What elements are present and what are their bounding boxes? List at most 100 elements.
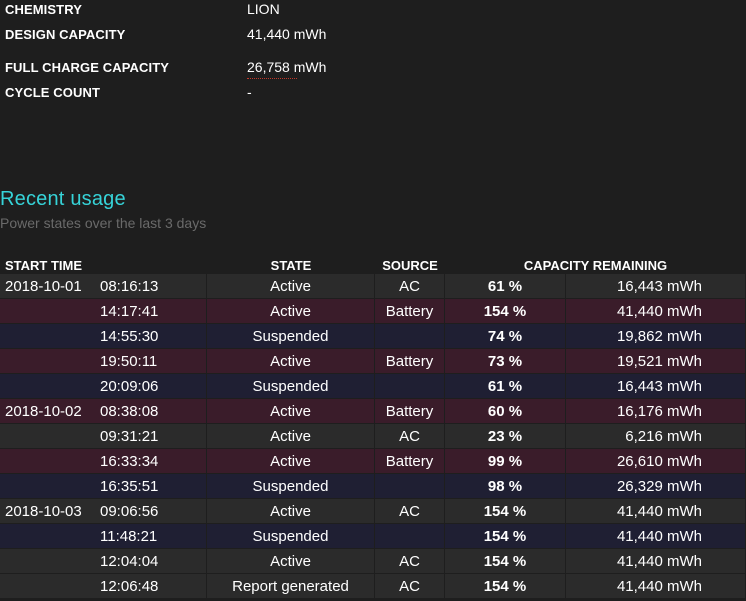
- table-row: 11:48:21 Suspended 154 % 41,440 mWh: [0, 524, 746, 549]
- cell-capacity-mwh: 16,443 mWh: [566, 274, 746, 299]
- cell-capacity-mwh: 19,862 mWh: [566, 324, 746, 349]
- table-row: 09:31:21 Active AC 23 % 6,216 mWh: [0, 424, 746, 449]
- table-row: 14:55:30 Suspended 74 % 19,862 mWh: [0, 324, 746, 349]
- table-row: 19:50:11 Active Battery 73 % 19,521 mWh: [0, 349, 746, 374]
- cell-start-time: 19:50:11: [0, 349, 207, 374]
- cell-capacity-percent: 61 %: [445, 274, 566, 299]
- start-time: 16:35:51: [100, 477, 159, 495]
- table-row: 16:33:34 Active Battery 99 % 26,610 mWh: [0, 449, 746, 474]
- start-time: 12:04:04: [100, 552, 159, 570]
- cell-capacity-percent: 154 %: [445, 549, 566, 574]
- cell-capacity-percent: 154 %: [445, 299, 566, 324]
- cell-capacity-percent: 23 %: [445, 424, 566, 449]
- info-row-full-charge-capacity: FULL CHARGE CAPACITY 26,758 mWh: [0, 58, 746, 79]
- column-header-source: SOURCE: [382, 258, 438, 273]
- start-time: 09:06:56: [100, 502, 159, 520]
- cell-source: [375, 474, 445, 499]
- info-label: CYCLE COUNT: [5, 85, 100, 100]
- cell-state: Active: [207, 399, 375, 424]
- cell-source: AC: [375, 274, 445, 299]
- cell-capacity-percent: 154 %: [445, 574, 566, 599]
- start-time: 14:17:41: [100, 302, 159, 320]
- cell-capacity-percent: 154 %: [445, 499, 566, 524]
- cell-capacity-mwh: 19,521 mWh: [566, 349, 746, 374]
- cell-source: AC: [375, 499, 445, 524]
- cell-capacity-mwh: 41,440 mWh: [566, 524, 746, 549]
- cell-source: Battery: [375, 449, 445, 474]
- table-row: 12:06:48 Report generated AC 154 % 41,440 mW…: [0, 574, 746, 599]
- cell-capacity-percent: 61 %: [445, 374, 566, 399]
- cell-start-time: 2018-10-02 08:38:08: [0, 399, 207, 424]
- section-title: Recent usage: [0, 188, 126, 210]
- start-time: 19:50:11: [100, 352, 158, 370]
- cell-source: AC: [375, 574, 445, 599]
- cell-start-time: 12:04:04: [0, 549, 207, 574]
- start-date: 2018-10-01: [5, 277, 82, 295]
- cell-capacity-percent: 73 %: [445, 349, 566, 374]
- info-label: CHEMISTRY: [5, 2, 82, 17]
- start-date: 2018-10-02: [5, 402, 82, 420]
- cell-capacity-mwh: 41,440 mWh: [566, 499, 746, 524]
- table-row: 2018-10-01 08:16:13 Active AC 61 % 16,443 mWh: [0, 274, 746, 299]
- cell-start-time: 16:33:34: [0, 449, 207, 474]
- cell-capacity-mwh: 16,443 mWh: [566, 374, 746, 399]
- cell-start-time: 12:06:48: [0, 574, 207, 599]
- cell-start-time: 20:09:06: [0, 374, 207, 399]
- column-header-state: STATE: [270, 258, 312, 273]
- cell-state: Active: [207, 349, 375, 374]
- info-row-cycle-count: CYCLE COUNT -: [0, 83, 746, 103]
- table-row: 14:17:41 Active Battery 154 % 41,440 mWh: [0, 299, 746, 324]
- start-time: 16:33:34: [100, 452, 159, 470]
- cell-capacity-percent: 154 %: [445, 524, 566, 549]
- cell-capacity-percent: 99 %: [445, 449, 566, 474]
- cell-capacity-mwh: 41,440 mWh: [566, 549, 746, 574]
- cell-capacity-mwh: 16,176 mWh: [566, 399, 746, 424]
- table-row: 20:09:06 Suspended 61 % 16,443 mWh: [0, 374, 746, 399]
- cell-state: Active: [207, 549, 375, 574]
- table-header-row: START TIME STATE SOURCE CAPACITY REMAINI…: [0, 253, 746, 274]
- table-row: 2018-10-03 09:06:56 Active AC 154 % 41,440 mW…: [0, 499, 746, 524]
- cell-source: AC: [375, 424, 445, 449]
- column-header-capacity-remaining: CAPACITY REMAINING: [523, 258, 668, 273]
- info-row-chemistry: CHEMISTRY LION: [0, 0, 746, 20]
- cell-start-time: 14:17:41: [0, 299, 207, 324]
- start-time: 08:16:13: [100, 277, 159, 295]
- table-row: 2018-10-02 08:38:08 Active Battery 60 % 16,17…: [0, 399, 746, 424]
- info-label: FULL CHARGE CAPACITY: [5, 60, 170, 75]
- recent-usage-table: START TIME STATE SOURCE CAPACITY REMAINI…: [0, 253, 746, 599]
- cell-start-time: 2018-10-03 09:06:56: [0, 499, 207, 524]
- cell-state: Suspended: [207, 474, 375, 499]
- cell-capacity-percent: 98 %: [445, 474, 566, 499]
- cell-source: [375, 524, 445, 549]
- cell-state: Active: [207, 499, 375, 524]
- spellcheck-underline: [247, 75, 297, 79]
- cell-capacity-mwh: 41,440 mWh: [566, 574, 746, 599]
- cell-state: Active: [207, 424, 375, 449]
- section-subtitle: Power states over the last 3 days: [0, 215, 207, 231]
- cell-capacity-percent: 60 %: [445, 399, 566, 424]
- cell-source: Battery: [375, 399, 445, 424]
- table-row: 16:35:51 Suspended 98 % 26,329 mWh: [0, 474, 746, 499]
- start-time: 11:48:21: [100, 527, 158, 545]
- cell-start-time: 2018-10-01 08:16:13: [0, 274, 207, 299]
- cell-state: Active: [207, 299, 375, 324]
- cell-capacity-mwh: 26,610 mWh: [566, 449, 746, 474]
- start-time: 12:06:48: [100, 577, 159, 595]
- cell-source: Battery: [375, 349, 445, 374]
- table-body: 2018-10-01 08:16:13 Active AC 61 % 16,443 mWh…: [0, 274, 746, 599]
- cell-capacity-mwh: 26,329 mWh: [566, 474, 746, 499]
- cell-source: AC: [375, 549, 445, 574]
- cell-capacity-mwh: 6,216 mWh: [566, 424, 746, 449]
- cell-source: [375, 374, 445, 399]
- cell-state: Suspended: [207, 524, 375, 549]
- cell-state: Suspended: [207, 324, 375, 349]
- start-time: 08:38:08: [100, 402, 159, 420]
- info-row-design-capacity: DESIGN CAPACITY 41,440 mWh: [0, 25, 746, 45]
- cell-start-time: 14:55:30: [0, 324, 207, 349]
- cell-state: Active: [207, 274, 375, 299]
- info-value: LION: [247, 1, 280, 17]
- cell-state: Report generated: [207, 574, 375, 599]
- info-value: -: [247, 84, 252, 100]
- start-date: 2018-10-03: [5, 502, 82, 520]
- start-time: 20:09:06: [100, 377, 159, 395]
